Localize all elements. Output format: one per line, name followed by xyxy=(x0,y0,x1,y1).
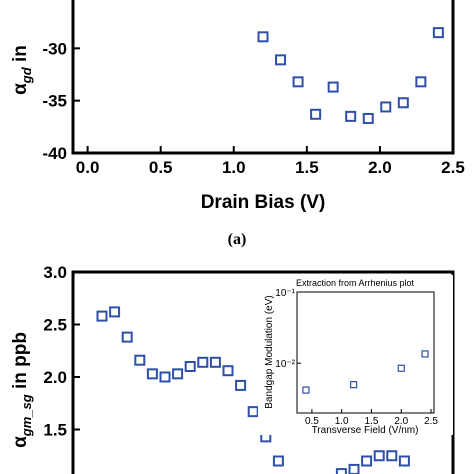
bottom-data-point xyxy=(172,368,184,380)
inset-x-tick-label: 2.5 xyxy=(424,416,438,427)
top-y-tick-label: -35 xyxy=(42,92,67,111)
top-y-axis-rest: in xyxy=(10,45,31,67)
inset-x-axis-title: Transverse Field (V/nm) xyxy=(312,425,419,436)
bottom-data-point xyxy=(121,331,133,343)
bottom-chart: 1.5 2.0 2.5 3.0 αgm_sg in ppb Extraction fr… xyxy=(10,263,455,474)
top-data-point xyxy=(292,76,304,88)
top-x-tick-label: 1.5 xyxy=(295,158,319,177)
top-y-axis-symbol: α xyxy=(10,83,31,95)
top-x-tick-label: 1.0 xyxy=(222,158,246,177)
bottom-data-point xyxy=(146,368,158,380)
inset-y-axis-title: Bandgap Modulation (eV) xyxy=(264,295,275,408)
bottom-y-tick-label: 2.0 xyxy=(43,368,67,387)
inset-plot-frame xyxy=(296,291,435,414)
top-data-point xyxy=(345,110,357,122)
bottom-data-point xyxy=(109,306,121,318)
top-data-point xyxy=(310,108,322,120)
top-data-point xyxy=(257,31,269,43)
bottom-data-point xyxy=(96,310,108,322)
bottom-data-point xyxy=(361,455,373,467)
top-y-tick-label: -40 xyxy=(42,144,67,163)
top-y-tick-label: -30 xyxy=(42,39,67,58)
bottom-y-axis-rest: in ppb xyxy=(10,332,31,394)
bottom-y-tick-label: 1.5 xyxy=(43,421,67,440)
inset-data-point xyxy=(302,386,310,394)
inset-background xyxy=(258,275,453,435)
bottom-data-point xyxy=(222,365,234,377)
top-data-point xyxy=(327,81,339,93)
top-panel-caption: (a) xyxy=(228,231,247,248)
top-x-tick-label: 2.5 xyxy=(441,158,465,177)
top-data-point xyxy=(397,97,409,109)
bottom-data-point xyxy=(159,371,171,383)
inset-data-point xyxy=(397,364,405,372)
top-data-point xyxy=(275,54,287,66)
top-x-tick-label: 0.5 xyxy=(149,158,173,177)
inset-chart: Extraction from Arrhenius plot 0.5 1.0 1.5… xyxy=(258,275,453,436)
top-x-tick-label: 0.0 xyxy=(76,158,100,177)
top-data-point xyxy=(362,112,374,124)
bottom-y-axis-subscript: gm_sg xyxy=(19,394,34,437)
top-y-axis-title: αgd in xyxy=(10,45,34,95)
inset-x-tick-label: 2.0 xyxy=(394,416,408,427)
inset-x-tick-label: 1.5 xyxy=(365,416,379,427)
bottom-data-point xyxy=(209,356,221,368)
bottom-data-point xyxy=(335,468,347,474)
top-x-axis-title: Drain Bias (V) xyxy=(201,192,326,213)
inset-y-tick-label: 10⁻¹ xyxy=(275,288,295,299)
bottom-data-point xyxy=(247,406,259,418)
bottom-data-point xyxy=(373,450,385,462)
inset-y-tick-label: 10⁻² xyxy=(275,359,295,370)
inset-title: Extraction from Arrhenius plot xyxy=(296,278,415,288)
bottom-y-tick-label: 3.0 xyxy=(43,263,67,282)
bottom-data-point xyxy=(386,450,398,462)
top-x-tick-label: 2.0 xyxy=(368,158,392,177)
inset-data-point xyxy=(421,350,429,358)
bottom-data-point xyxy=(235,379,247,391)
top-chart: 0.0 0.5 1.0 1.5 2.0 2.5 -40 -35 -30 Drain Bias … xyxy=(10,0,465,248)
inset-x-tick-label: 1.0 xyxy=(335,416,349,427)
inset-x-tick-label: 0.5 xyxy=(305,416,319,427)
bottom-data-point xyxy=(184,361,196,372)
top-y-axis-subscript: gd xyxy=(19,66,34,84)
top-data-point xyxy=(432,27,444,39)
bottom-data-point xyxy=(197,356,209,368)
inset-data-point xyxy=(349,381,358,389)
bottom-data-point xyxy=(398,455,410,467)
bottom-data-point xyxy=(272,455,284,467)
bottom-data-point xyxy=(134,354,146,366)
bottom-data-point xyxy=(348,463,360,474)
bottom-y-axis-symbol: α xyxy=(10,436,31,448)
top-data-point xyxy=(415,76,427,88)
bottom-y-tick-label: 2.5 xyxy=(43,316,67,335)
top-plot-frame xyxy=(71,0,455,155)
top-data-point xyxy=(380,101,392,113)
bottom-y-axis-title: αgm_sg in ppb xyxy=(10,332,34,448)
